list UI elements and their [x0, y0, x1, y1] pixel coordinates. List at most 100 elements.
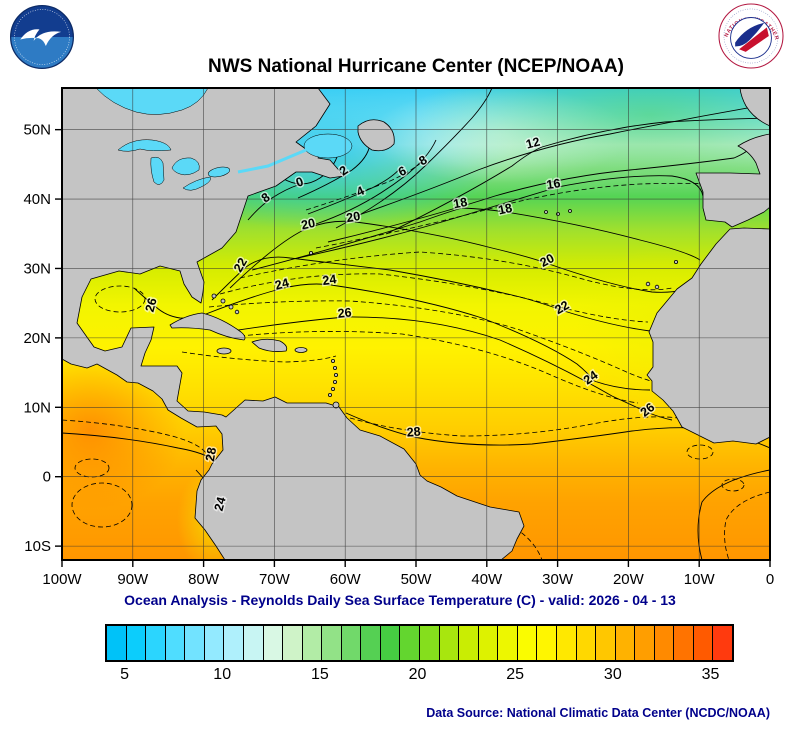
lon-tick-label: 60W — [330, 571, 362, 588]
lat-tick-label: 30N — [23, 260, 51, 277]
land-hispaniola — [251, 338, 288, 352]
contour-label: 18 — [497, 201, 514, 218]
land-jamaica — [216, 347, 232, 355]
nws-emblem-graphic: NATIONAL WEATHER SERVICE — [716, 0, 784, 69]
latitude-axis-labels: 50N 40N 30N 20N 10N 0 10S — [23, 122, 51, 555]
noaa-gull-icon — [20, 29, 62, 46]
lon-tick-label: 100W — [42, 571, 82, 588]
contour-label: 24 — [212, 495, 229, 512]
colorbar-cell — [283, 626, 303, 660]
colorbar-cell — [224, 626, 244, 660]
nws-ring-decor — [723, 8, 779, 64]
colorbar-cell — [556, 626, 577, 660]
colorbar-cell — [361, 626, 381, 660]
contour-label: 24 — [322, 272, 338, 288]
page-title: NWS National Hurricane Center (NCEP/NOAA… — [208, 56, 624, 77]
land-cuba — [169, 312, 246, 341]
lon-tick-label: 20W — [613, 571, 645, 588]
axis-ticks — [55, 128, 771, 567]
colorbar-cell — [204, 626, 225, 660]
colorbar-tick-label: 15 — [310, 666, 329, 683]
noaa-sea-half — [10, 37, 74, 69]
colorbar-labels: 5 10 15 20 25 30 35 — [105, 666, 730, 688]
lon-tick-label: 80W — [188, 571, 220, 588]
data-source-note: Data Source: National Climatic Data Cent… — [426, 706, 770, 720]
lake-superior — [117, 139, 172, 152]
bermuda — [308, 250, 313, 255]
contour-label: 26 — [143, 296, 160, 313]
lat-tick-label: 50N — [23, 122, 51, 139]
colorbar-tick-label: 20 — [408, 666, 427, 683]
colorbar-cell — [459, 626, 479, 660]
contour-label: 20 — [300, 216, 317, 233]
contour-label: 20 — [345, 209, 361, 225]
lat-tick-label: 40N — [23, 191, 51, 208]
hudson-bay — [95, 88, 209, 115]
lon-tick-label: 30W — [542, 571, 574, 588]
colorbar-cell — [400, 626, 420, 660]
land-africa — [646, 227, 770, 445]
contour-label: 18 — [452, 195, 468, 211]
noaa-logo — [10, 5, 74, 69]
gulf-st-lawrence — [303, 133, 353, 159]
lon-tick-label: 70W — [259, 571, 291, 588]
lon-tick-label: 40W — [471, 571, 503, 588]
colorbar-cell — [674, 626, 694, 660]
colorbar-cell — [537, 626, 557, 660]
colorbar-cell — [576, 626, 597, 660]
colorbar-cell — [517, 626, 538, 660]
nws-blue-swoosh-icon — [735, 22, 765, 47]
land-puerto-rico — [294, 347, 308, 353]
lon-tick-label: 0 — [766, 571, 774, 588]
lesser-antilles — [327, 358, 338, 397]
colorbar-tick-label: 25 — [506, 666, 525, 683]
contour-label: 28 — [203, 446, 219, 462]
colorbar-tick-label: 35 — [701, 666, 720, 683]
colorbar-cell — [596, 626, 616, 660]
colorbar-cell — [263, 626, 284, 660]
colorbar-tick-label: 5 — [120, 666, 129, 683]
lake-huron — [171, 157, 200, 176]
nws-logo: NATIONAL WEATHER SERVICE — [716, 0, 784, 69]
lat-tick-label: 10S — [24, 538, 51, 555]
colorbar-cell — [185, 626, 205, 660]
colorbar-cell — [341, 626, 362, 660]
colorbar-cell — [165, 626, 186, 660]
land-newfoundland — [357, 119, 395, 152]
land-trinidad — [332, 401, 340, 409]
colorbar-cell — [146, 626, 166, 660]
landmasses — [62, 88, 770, 560]
lon-tick-label: 50W — [401, 571, 433, 588]
colorbar-cell — [498, 626, 518, 660]
contour-label: 28 — [406, 424, 421, 439]
colorbar — [105, 624, 734, 662]
land-france-iberia — [695, 133, 770, 228]
colorbar-cell — [420, 626, 440, 660]
graticule — [62, 88, 770, 560]
lake-ontario — [207, 166, 231, 178]
colorbar-cell — [107, 626, 127, 660]
colorbar-cell — [243, 626, 264, 660]
longitude-axis-labels: 100W 90W 80W 70W 60W 50W 40W 30W 20W 10W 0 — [42, 571, 774, 588]
colorbar-cell — [713, 626, 732, 660]
lon-tick-label: 90W — [117, 571, 149, 588]
contour-label: 24 — [273, 276, 290, 293]
colorbar-cell — [693, 626, 714, 660]
noaa-ring-text-decor — [14, 9, 70, 65]
colorbar-tick-label: 30 — [603, 666, 622, 683]
bahamas — [211, 293, 240, 315]
lon-tick-label: 10W — [684, 571, 716, 588]
noaa-rim — [10, 5, 74, 69]
lat-tick-label: 0 — [43, 469, 51, 486]
colorbar-cell — [126, 626, 147, 660]
contour-label: 26 — [337, 305, 352, 320]
colorbar-cell — [654, 626, 675, 660]
lake-michigan — [150, 156, 165, 185]
colorbar-cell — [439, 626, 460, 660]
noaa-emblem-graphic — [10, 5, 74, 69]
colorbar-cell — [380, 626, 401, 660]
colorbar-cell — [635, 626, 655, 660]
lat-tick-label: 10N — [23, 399, 51, 416]
contour-label: 16 — [546, 176, 562, 192]
